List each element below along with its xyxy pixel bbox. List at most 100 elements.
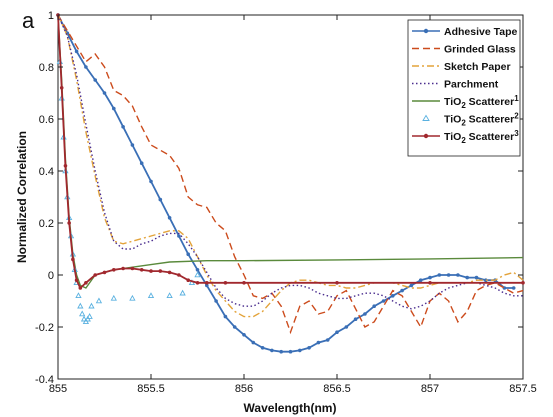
data-point [298, 348, 302, 353]
y-tick-label: -0.4 [35, 374, 54, 386]
data-point [67, 221, 71, 225]
data-point [112, 268, 116, 272]
data-point [149, 179, 153, 184]
data-point [139, 161, 144, 165]
data-point [363, 312, 367, 316]
legend-text-after: Scatterer [466, 131, 514, 143]
x-tick-label: 856.5 [323, 383, 351, 395]
data-point [139, 268, 144, 272]
legend-subscript: 2 [461, 101, 466, 110]
data-point [484, 278, 488, 283]
legend-item-sketch-paper: Sketch Paper [412, 61, 511, 73]
data-point [186, 278, 190, 283]
data-point [130, 266, 135, 271]
data-point [400, 288, 404, 293]
data-point [186, 252, 190, 256]
data-point [95, 297, 103, 304]
data-point [325, 338, 330, 342]
legend-text: Adhesive Tape [444, 26, 517, 38]
data-point [86, 313, 93, 319]
data-point [74, 49, 79, 54]
data-point [456, 273, 460, 277]
data-point [288, 349, 293, 354]
data-point [270, 348, 274, 353]
panel-label: a [22, 8, 35, 33]
data-point [102, 91, 107, 95]
legend-item-grinded-glass: Grinded Glass [412, 44, 516, 56]
data-point [409, 283, 414, 288]
data-point [177, 273, 181, 277]
series-line [57, 14, 524, 335]
legend-item-parchment: Parchment [412, 79, 499, 91]
data-point [78, 286, 83, 290]
legend-superscript: 3 [514, 129, 519, 138]
data-point [80, 315, 88, 322]
series-line [57, 14, 523, 310]
data-point [511, 286, 516, 290]
data-point [130, 143, 135, 147]
legend-text: Parchment [444, 79, 499, 91]
data-point [381, 299, 386, 303]
legend-text: Sketch Paper [444, 61, 511, 73]
data-point [110, 294, 117, 301]
data-point [177, 234, 181, 238]
data-point [418, 278, 423, 283]
data-point [147, 292, 155, 299]
legend-superscript: 2 [514, 112, 519, 121]
y-tick-label: 0.2 [39, 218, 54, 230]
data-point [335, 330, 339, 335]
legend-text: TiO [444, 131, 461, 143]
series-line [57, 14, 523, 290]
data-point [195, 281, 200, 285]
plot-area: 855 855.5 856 856.5 857 857.5 -0.4 -0.2 0 0.2 0.4 0… [35, 10, 537, 395]
series-adhesive-tape [56, 13, 516, 354]
legend-text-after: Scatterer [466, 96, 514, 108]
data-point [79, 310, 86, 317]
x-tick-label: 855 [49, 383, 67, 395]
data-point [121, 266, 125, 271]
data-point [214, 299, 218, 303]
data-point [437, 273, 442, 277]
data-point [158, 197, 163, 202]
data-point [242, 281, 246, 285]
data-point [232, 325, 237, 329]
axis-ticks: 855 855.5 856 856.5 857 857.5 -0.4 -0.2 0 0.2 0.4 0… [35, 10, 537, 395]
legend-text: TiO [444, 114, 461, 126]
legend-label: Adhesive Tape [444, 26, 517, 38]
data-point [465, 275, 470, 280]
data-point [167, 270, 172, 275]
y-tick-label: 1 [48, 10, 54, 22]
data-point [242, 333, 246, 337]
plot-frame [57, 14, 524, 380]
legend-text-after: Scatterer [466, 114, 514, 126]
x-axis-label: Wavelength(nm) [244, 401, 337, 415]
data-point [102, 270, 107, 275]
legend: Adhesive Tape Grinded Glass Sketch Paper Pa… [407, 19, 521, 157]
legend-item-tio2-scatterer2: TiO2 Scatterer2 [422, 112, 519, 128]
data-point [121, 125, 125, 129]
series-layer [56, 13, 525, 354]
data-point [93, 78, 97, 82]
y-tick-label: 0.4 [39, 166, 54, 178]
data-point [71, 257, 75, 262]
legend-label: Parchment [444, 79, 499, 91]
data-point [195, 268, 200, 272]
series-grinded-glass [57, 14, 524, 335]
legend-label: TiO2 Scatterer3 [444, 129, 519, 145]
data-point [279, 349, 284, 354]
legend-text: TiO [444, 96, 461, 108]
data-point [307, 346, 311, 350]
data-point [74, 278, 79, 283]
legend-box [407, 19, 521, 157]
legend-subscript: 2 [461, 136, 466, 145]
data-point [353, 317, 358, 322]
x-tick-label: 857 [421, 383, 439, 395]
data-point [194, 271, 201, 278]
legend-label: TiO2 Scatterer1 [444, 94, 519, 110]
data-point [372, 304, 377, 309]
data-point [84, 281, 88, 285]
y-tick-label: 0.8 [39, 62, 54, 74]
legend-label: Sketch Paper [444, 61, 511, 73]
data-point [166, 292, 173, 299]
data-point [223, 281, 228, 285]
